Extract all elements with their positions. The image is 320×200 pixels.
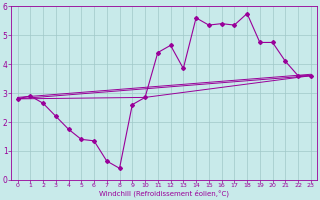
X-axis label: Windchill (Refroidissement éolien,°C): Windchill (Refroidissement éolien,°C) [99,190,229,197]
